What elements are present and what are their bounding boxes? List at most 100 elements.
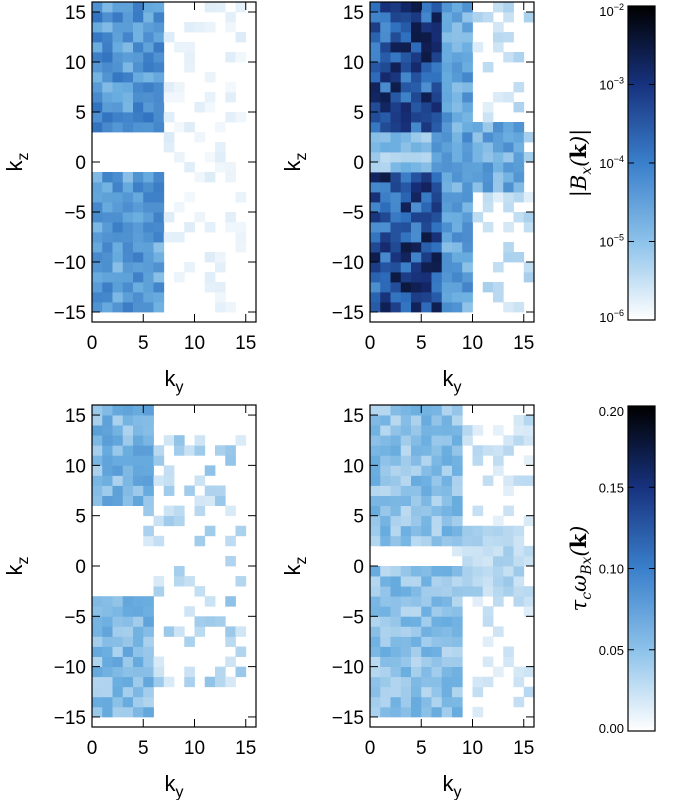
heatmap-cell bbox=[431, 706, 443, 718]
heatmap-cell bbox=[102, 405, 113, 416]
heatmap-cell bbox=[235, 435, 247, 446]
heatmap-cell bbox=[235, 232, 247, 243]
heatmap-cell bbox=[441, 112, 453, 123]
panel-top-right: 0 5 10 15 −15 −10 −5 0 5 10 15 ky kz bbox=[280, 1, 535, 396]
x-tick-label: 15 bbox=[513, 738, 534, 759]
heatmap-cell bbox=[370, 52, 381, 63]
heatmap-cell bbox=[174, 505, 185, 517]
heatmap-cell bbox=[431, 596, 443, 607]
heatmap-cell bbox=[133, 112, 144, 123]
heatmap-cell bbox=[503, 535, 514, 547]
heatmap-cell bbox=[122, 292, 134, 303]
heatmap-cell bbox=[472, 525, 484, 537]
heatmap-cell bbox=[143, 202, 154, 213]
heatmap-cell bbox=[143, 405, 154, 416]
heatmap-cell bbox=[92, 2, 103, 13]
heatmap-cell bbox=[493, 666, 504, 678]
heatmap-cell bbox=[204, 465, 216, 476]
heatmap-cell bbox=[143, 495, 154, 507]
heatmap-cell bbox=[133, 455, 144, 466]
heatmap-cell bbox=[493, 626, 504, 637]
heatmap-cell bbox=[174, 435, 185, 446]
heatmap-cell bbox=[370, 485, 381, 496]
heatmap-cell bbox=[390, 212, 402, 223]
heatmap-cell bbox=[503, 182, 514, 193]
heatmap-cell bbox=[441, 666, 453, 678]
heatmap-cell bbox=[441, 626, 453, 637]
heatmap-cell bbox=[143, 172, 154, 183]
heatmap-cell bbox=[380, 515, 391, 527]
heatmap-cell bbox=[204, 102, 216, 113]
heatmap-cell bbox=[421, 515, 432, 527]
heatmap-cell bbox=[380, 646, 391, 657]
heatmap-cell bbox=[421, 52, 432, 63]
heatmap-cell bbox=[153, 272, 165, 283]
heatmap-cell bbox=[184, 22, 195, 33]
heatmap-cell bbox=[235, 32, 247, 43]
heatmap-cell bbox=[204, 596, 216, 607]
heatmap-cell bbox=[472, 425, 484, 436]
heatmap-cell bbox=[400, 656, 412, 668]
colorbar-tick-label: 0.15 bbox=[599, 480, 624, 495]
heatmap-cell bbox=[421, 212, 432, 223]
heatmap-cell bbox=[122, 32, 134, 43]
heatmap-cell bbox=[411, 292, 422, 303]
heatmap-cell bbox=[400, 596, 412, 607]
heatmap-cell bbox=[390, 515, 402, 527]
heatmap-cell bbox=[523, 555, 535, 567]
heatmap-cell bbox=[390, 445, 402, 456]
heatmap-cell bbox=[493, 92, 504, 103]
heatmap-cell bbox=[400, 415, 412, 426]
heatmap-cell bbox=[235, 576, 247, 587]
heatmap-cell bbox=[411, 576, 422, 587]
heatmap-cell bbox=[133, 292, 144, 303]
heatmap-cell bbox=[235, 2, 247, 13]
heatmap-cell bbox=[390, 102, 402, 113]
heatmap-cell bbox=[112, 656, 124, 668]
heatmap-cell bbox=[441, 292, 453, 303]
heatmap-cell bbox=[411, 142, 422, 153]
heatmap-cell bbox=[143, 535, 154, 547]
heatmap-cell bbox=[493, 425, 504, 436]
heatmap-cell bbox=[503, 576, 514, 587]
heatmap-cell bbox=[143, 72, 154, 83]
heatmap-cell bbox=[122, 495, 134, 507]
heatmap-cell bbox=[235, 525, 247, 537]
heatmap-cell bbox=[421, 302, 432, 313]
heatmap-cell bbox=[421, 455, 432, 466]
heatmap-cell bbox=[112, 262, 124, 273]
heatmap-cell bbox=[163, 92, 175, 103]
y-tick-label: −15 bbox=[54, 708, 86, 729]
y-tick-label: 5 bbox=[353, 103, 364, 124]
y-tick-label: −5 bbox=[64, 607, 86, 628]
heatmap-cell bbox=[462, 435, 473, 446]
heatmap-cell bbox=[441, 62, 453, 73]
heatmap-cell bbox=[143, 676, 154, 688]
heatmap-cell bbox=[133, 415, 144, 426]
heatmap-cell bbox=[194, 212, 206, 223]
heatmap-cell bbox=[523, 415, 535, 426]
heatmap-cell bbox=[112, 686, 124, 698]
heatmap-cell bbox=[163, 212, 175, 223]
heatmap-cell bbox=[452, 566, 463, 577]
heatmap-cell bbox=[390, 676, 402, 688]
heatmap-cell bbox=[133, 242, 144, 253]
heatmap-cell bbox=[215, 676, 226, 688]
colorbar-tick-label: 0.05 bbox=[599, 643, 624, 658]
heatmap-cell bbox=[112, 465, 124, 476]
heatmap-cell bbox=[92, 455, 103, 466]
colorbar-tick-label: 0.20 bbox=[599, 404, 624, 419]
heatmap-cell bbox=[380, 172, 391, 183]
heatmap-cell bbox=[441, 2, 453, 13]
heatmap-cell bbox=[112, 32, 124, 43]
heatmap-cell bbox=[122, 112, 134, 123]
heatmap-cell bbox=[390, 302, 402, 313]
heatmap-cell bbox=[441, 686, 453, 698]
heatmap-cell bbox=[133, 22, 144, 33]
heatmap-cell bbox=[513, 52, 525, 63]
heatmap-cell bbox=[143, 666, 154, 678]
heatmap-cell bbox=[462, 222, 473, 233]
heatmap-cell bbox=[493, 262, 504, 273]
heatmap-cell bbox=[153, 282, 165, 293]
heatmap-cell bbox=[184, 52, 195, 63]
